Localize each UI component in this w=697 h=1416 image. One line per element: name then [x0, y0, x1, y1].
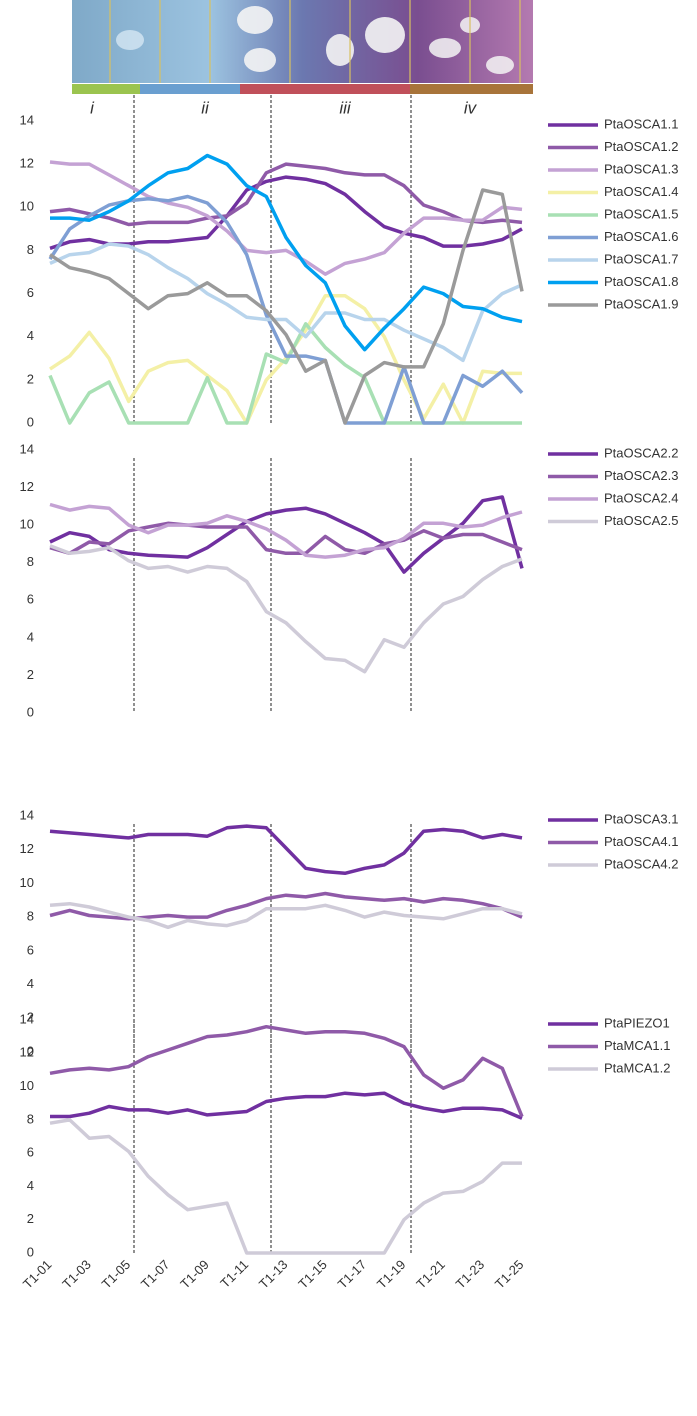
legend-label: PtaOSCA1.7	[604, 251, 678, 266]
line-series	[49, 521, 523, 556]
line-series	[48, 194, 524, 425]
zone-label: iv	[464, 98, 478, 117]
x-tick-label: T1-13	[256, 1257, 291, 1292]
line-series	[50, 1091, 523, 1120]
line-series	[49, 160, 523, 276]
legend-label: PtaOSCA2.2	[604, 445, 678, 460]
y-tick-label: 0	[27, 704, 34, 719]
x-tick-label: T1-19	[374, 1257, 409, 1292]
x-tick-label: T1-21	[413, 1257, 448, 1292]
y-tick-label: 0	[27, 414, 34, 429]
legend-label: PtaOSCA1.9	[604, 296, 678, 311]
y-tick-label: 12	[20, 156, 34, 171]
legend-label: PtaOSCA4.1	[604, 834, 678, 849]
y-tick-label: 14	[20, 441, 34, 456]
x-tick-label: T1-11	[217, 1257, 251, 1291]
y-tick-label: 10	[20, 517, 34, 532]
zone-bar	[410, 84, 533, 94]
zone-bar	[240, 84, 410, 94]
y-tick-label: 2	[27, 1010, 34, 1025]
y-tick-label: 2	[27, 1211, 34, 1226]
y-tick-label: 10	[20, 199, 34, 214]
y-tick-label: 12	[20, 841, 34, 856]
x-tick-label: T1-25	[492, 1257, 527, 1292]
zone-label: iii	[339, 98, 352, 117]
x-tick-label: T1-03	[59, 1257, 94, 1292]
line-series	[50, 153, 523, 352]
y-tick-label: 12	[20, 479, 34, 494]
y-tick-label: 14	[20, 112, 34, 127]
y-tick-label: 4	[27, 328, 34, 343]
x-tick-label: T1-09	[177, 1257, 212, 1292]
line-series	[49, 502, 523, 559]
line-series	[49, 1118, 522, 1255]
y-tick-label: 14	[20, 1011, 34, 1026]
legend-label: PtaOSCA1.1	[604, 116, 678, 131]
legend-label: PtaOSCA4.2	[604, 856, 678, 871]
y-tick-label: 14	[20, 807, 34, 822]
legend-label: PtaMCA1.1	[604, 1038, 670, 1053]
x-tick-label: T1-05	[99, 1257, 134, 1292]
y-tick-label: 10	[20, 1078, 34, 1093]
zone-bar	[72, 84, 140, 94]
y-tick-label: 8	[27, 909, 34, 924]
zone-label: i	[90, 98, 95, 117]
y-tick-label: 0	[27, 1043, 34, 1058]
line-series	[49, 162, 523, 227]
legend-label: PtaOSCA1.3	[604, 161, 678, 176]
line-series	[49, 293, 522, 425]
y-tick-label: 8	[27, 242, 34, 257]
line-series	[49, 901, 523, 930]
y-tick-label: 4	[27, 1178, 34, 1193]
line-series	[49, 188, 524, 425]
x-tick-label: T1-15	[295, 1257, 330, 1292]
line-series	[49, 175, 523, 250]
legend-label: PtaOSCA2.5	[604, 513, 678, 528]
y-tick-label: 6	[27, 285, 34, 300]
x-tick-label: T1-07	[138, 1257, 173, 1292]
legend-label: PtaOSCA1.6	[604, 229, 678, 244]
y-tick-label: 2	[27, 371, 34, 386]
legend-label: PtaPIEZO1	[604, 1015, 670, 1030]
legend-label: PtaOSCA1.4	[604, 184, 678, 199]
legend-label: PtaOSCA2.4	[604, 490, 678, 505]
legend-label: PtaMCA1.2	[604, 1060, 670, 1075]
zone-bar	[140, 84, 240, 94]
y-tick-label: 0	[27, 1244, 34, 1259]
y-tick-label: 4	[27, 629, 34, 644]
tissue-image	[72, 0, 533, 83]
y-tick-label: 12	[20, 1045, 34, 1060]
legend-label: PtaOSCA1.5	[604, 206, 678, 221]
y-tick-label: 2	[27, 667, 34, 682]
zone-label: ii	[201, 98, 210, 117]
line-series	[49, 242, 523, 363]
line-series	[49, 544, 523, 674]
x-tick-label: T1-01	[20, 1257, 55, 1292]
line-series	[49, 1024, 524, 1118]
x-tick-label: T1-17	[335, 1257, 370, 1292]
line-series	[49, 824, 523, 876]
legend-label: PtaOSCA1.2	[604, 139, 678, 154]
legend-label: PtaOSCA2.3	[604, 468, 678, 483]
x-tick-label: T1-23	[453, 1257, 488, 1292]
y-tick-label: 6	[27, 1145, 34, 1160]
y-tick-label: 8	[27, 1111, 34, 1126]
y-tick-label: 10	[20, 875, 34, 890]
y-tick-label: 8	[27, 554, 34, 569]
legend-label: PtaOSCA3.1	[604, 811, 678, 826]
y-tick-label: 4	[27, 976, 34, 991]
y-tick-label: 6	[27, 592, 34, 607]
y-tick-label: 6	[27, 942, 34, 957]
legend-label: PtaOSCA1.8	[604, 274, 678, 289]
